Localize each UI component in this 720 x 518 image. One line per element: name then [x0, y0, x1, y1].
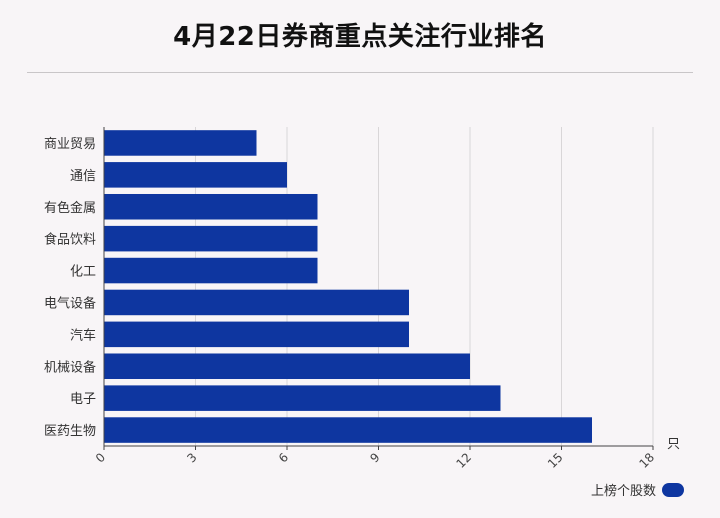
- bar: [104, 257, 318, 284]
- bar: [104, 225, 318, 252]
- chart-title: 4月22日券商重点关注行业排名: [173, 22, 547, 52]
- x-tick-label: 12: [453, 450, 474, 471]
- bar: [104, 193, 318, 220]
- category-label: 通信: [70, 169, 96, 184]
- category-label: 电气设备: [44, 295, 96, 311]
- x-tick-label: 6: [276, 450, 291, 465]
- category-label: 机械设备: [44, 359, 96, 375]
- legend-label: 上榜个股数: [590, 484, 656, 499]
- category-label: 汽车: [70, 327, 96, 343]
- x-tick-label: 15: [545, 450, 566, 471]
- category-label: 电子: [70, 392, 96, 407]
- category-label: 化工: [70, 265, 96, 280]
- category-label: 有色金属: [44, 200, 96, 216]
- legend-swatch: [662, 482, 684, 497]
- bar: [104, 417, 592, 443]
- category-label: 医药生物: [44, 424, 96, 439]
- bar: [104, 321, 409, 348]
- bar: [104, 353, 470, 380]
- bar: [104, 385, 501, 411]
- bar: [104, 130, 257, 156]
- category-label: 商业贸易: [44, 137, 96, 152]
- bar: [104, 289, 409, 316]
- x-tick-label: 9: [367, 450, 382, 465]
- x-tick-label: 3: [184, 450, 199, 465]
- title-divider: [27, 72, 693, 73]
- x-tick-label: 18: [636, 450, 657, 471]
- x-tick-label: 0: [93, 450, 108, 465]
- bar: [104, 162, 287, 188]
- x-unit-label: 只: [667, 437, 680, 452]
- category-label: 食品饮料: [44, 232, 96, 248]
- legend: 上榜个股数: [591, 480, 684, 499]
